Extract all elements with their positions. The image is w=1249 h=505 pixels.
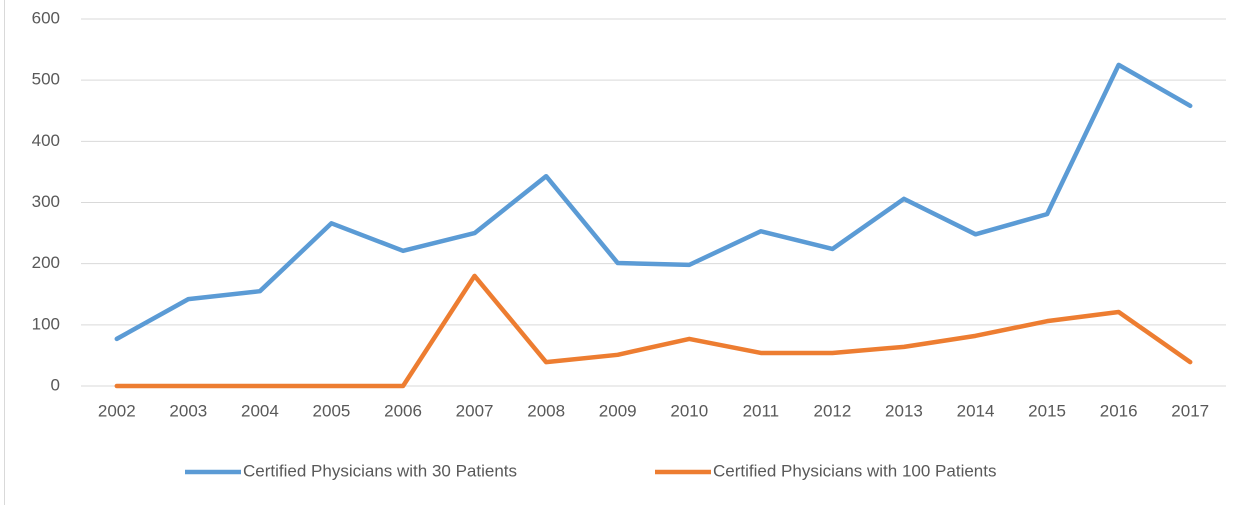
x-tick-label: 2002 xyxy=(98,401,136,420)
y-tick-label: 600 xyxy=(32,8,60,27)
data-line xyxy=(114,273,1193,389)
x-tick-label: 2011 xyxy=(743,401,780,420)
x-tick-label: 2013 xyxy=(885,401,923,420)
data-line xyxy=(114,62,1193,342)
x-tick-label: 2012 xyxy=(813,401,851,420)
x-tick-label: 2014 xyxy=(957,401,995,420)
x-tick-label: 2007 xyxy=(456,401,494,420)
x-tick-label: 2017 xyxy=(1171,401,1209,420)
y-tick-label: 300 xyxy=(32,192,60,211)
legend-label: Certified Physicians with 30 Patients xyxy=(243,461,517,480)
legend-label: Certified Physicians with 100 Patients xyxy=(713,461,996,480)
x-tick-label: 2008 xyxy=(527,401,565,420)
y-tick-label: 400 xyxy=(32,131,60,150)
x-tick-label: 2003 xyxy=(169,401,207,420)
y-tick-label: 0 xyxy=(51,375,60,394)
x-tick-label: 2005 xyxy=(313,401,351,420)
y-tick-label: 200 xyxy=(32,253,60,272)
x-tick-label: 2009 xyxy=(599,401,637,420)
x-tick-label: 2006 xyxy=(384,401,422,420)
x-tick-label: 2016 xyxy=(1100,401,1138,420)
y-tick-label: 100 xyxy=(32,314,60,333)
y-tick-label: 500 xyxy=(32,70,60,89)
x-tick-label: 2015 xyxy=(1028,401,1066,420)
x-tick-label: 2004 xyxy=(241,401,279,420)
x-tick-label: 2010 xyxy=(670,401,708,420)
